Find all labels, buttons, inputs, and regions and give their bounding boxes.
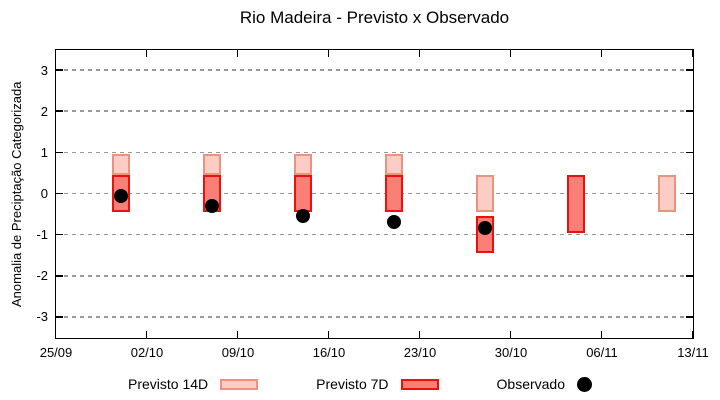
y-tick [55, 192, 63, 195]
observado-dot [113, 188, 128, 203]
y-gridline [55, 316, 693, 318]
y-tick-label: -1 [36, 227, 48, 243]
previsto-14d-bar [384, 154, 403, 175]
x-tick [600, 330, 603, 338]
previsto-7d-bar [384, 174, 403, 212]
y-gridline [55, 151, 693, 154]
x-tick [54, 330, 57, 338]
x-tick-label: 30/10 [494, 345, 528, 360]
y-tick [55, 69, 63, 71]
x-tick [418, 330, 421, 338]
previsto-14d-bar [202, 154, 221, 175]
x-tick [145, 330, 148, 338]
legend-label-previsto-14d: Previsto 14D [128, 376, 209, 392]
y-tick-label: 0 [40, 186, 48, 201]
x-tick [509, 49, 512, 57]
observado-dot [295, 209, 310, 224]
y-tick [55, 151, 63, 154]
y-tick [55, 233, 63, 236]
y-tick-label: 3 [40, 62, 48, 78]
x-tick [509, 330, 512, 338]
previsto-14d-bar [293, 154, 312, 175]
x-tick-label: 09/10 [221, 345, 255, 360]
legend: Previsto 14D Previsto 7D Observado [0, 373, 720, 395]
previsto-14d-bar [111, 154, 130, 175]
y-tick [685, 69, 693, 71]
x-tick [691, 49, 694, 57]
y-tick [55, 110, 63, 112]
legend-label-previsto-7d: Previsto 7D [316, 376, 389, 392]
x-tick [236, 330, 239, 338]
legend-item-previsto-14d: Previsto 14D [128, 376, 259, 392]
y-tick [685, 151, 693, 154]
chart-title: Rio Madeira - Previsto x Observado [239, 8, 510, 27]
y-tick [685, 110, 693, 112]
y-gridline [55, 275, 693, 277]
y-gridline [55, 110, 693, 112]
y-tick [685, 316, 693, 318]
y-tick-label: -3 [36, 309, 48, 325]
legend-item-previsto-7d: Previsto 7D [316, 376, 439, 392]
x-tick [600, 49, 603, 57]
y-tick [685, 192, 693, 195]
previsto-7d-bar [566, 174, 585, 233]
y-gridline [55, 69, 693, 71]
x-tick-label: 13/11 [677, 345, 709, 360]
y-gridline [55, 233, 693, 236]
previsto-14d-bar [657, 174, 676, 212]
y-gridline [55, 192, 693, 195]
y-tick-label: 2 [40, 103, 48, 119]
x-tick-label: 25/09 [39, 345, 73, 360]
previsto-7d-bar [293, 174, 312, 212]
x-tick-label: 06/11 [586, 345, 618, 360]
x-tick [327, 49, 330, 57]
x-tick [54, 49, 57, 57]
plot-area [54, 48, 694, 339]
x-tick [418, 49, 421, 57]
y-tick [55, 316, 63, 318]
y-tick [55, 275, 63, 277]
x-tick [327, 330, 330, 338]
x-tick [145, 49, 148, 57]
x-tick [691, 330, 694, 338]
x-tick-label: 23/10 [403, 345, 437, 360]
x-tick-label: 16/10 [312, 345, 346, 360]
y-tick-label: 1 [40, 144, 48, 160]
y-tick [685, 275, 693, 277]
legend-label-observado: Observado [496, 376, 565, 392]
legend-item-observado: Observado [497, 376, 592, 392]
x-tick-label: 02/10 [130, 345, 164, 360]
x-tick [236, 49, 239, 57]
legend-dot-observado [577, 376, 592, 392]
legend-swatch-previsto-7d [400, 378, 439, 390]
observado-dot [477, 221, 492, 236]
legend-swatch-previsto-14d [220, 378, 259, 390]
y-tick-label: -2 [36, 268, 48, 284]
y-tick [685, 233, 693, 236]
observado-dot [386, 215, 401, 230]
previsto-14d-bar [475, 174, 494, 212]
observado-dot [204, 198, 219, 213]
